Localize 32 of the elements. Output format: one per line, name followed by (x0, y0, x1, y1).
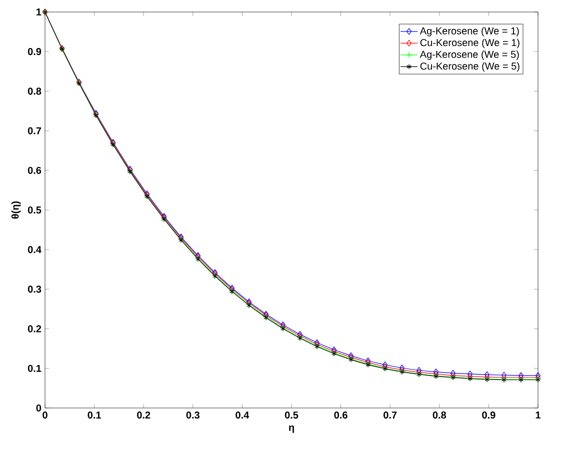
x-axis-title: η (288, 425, 294, 433)
y-tick-label: 0.2 (28, 325, 42, 332)
x-tick-label: 1 (536, 412, 540, 418)
y-tick-label: 1 (36, 8, 42, 16)
x-tick-label: 0.8 (432, 412, 446, 419)
y-tick-label: 0.7 (28, 127, 42, 134)
point (467, 370, 473, 378)
x-tick-label: 0.2 (137, 412, 150, 419)
x-tick-label: 0.5 (284, 412, 298, 419)
y-tick-label: 0.6 (28, 166, 42, 174)
y-tick-label: 0.3 (28, 286, 42, 293)
y-tick-label: 0 (36, 404, 42, 412)
x-tick-label: 0.3 (186, 412, 200, 419)
y-axis-title: θ(η) (11, 201, 21, 219)
y-tick-label: 0.4 (28, 246, 42, 254)
x-tick-label: 0.6 (334, 412, 348, 419)
legend-label: Ag-Kerosene (We = 1) (420, 27, 519, 36)
point (450, 370, 456, 376)
x-tick-label: 0.7 (384, 412, 397, 419)
x-tick-label: 0 (42, 412, 48, 419)
point (484, 371, 490, 378)
y-tick-label: 0.8 (28, 88, 42, 95)
point (501, 372, 507, 378)
y-tick-label: 0.1 (28, 364, 42, 372)
x-tick-label: 0.1 (88, 412, 101, 419)
legend-label: Cu-Kerosene (We = 1) (420, 38, 520, 48)
y-tick-label: 0.5 (28, 206, 42, 214)
x-tick-label: 0.4 (236, 412, 250, 419)
legend-label: Ag-Kerosene (We = 5) (420, 50, 519, 60)
x-tick-label: 0.9 (482, 412, 496, 419)
y-tick-label: 0.9 (28, 48, 42, 56)
legend-label: Cu-Kerosene (We = 5) (420, 62, 520, 72)
